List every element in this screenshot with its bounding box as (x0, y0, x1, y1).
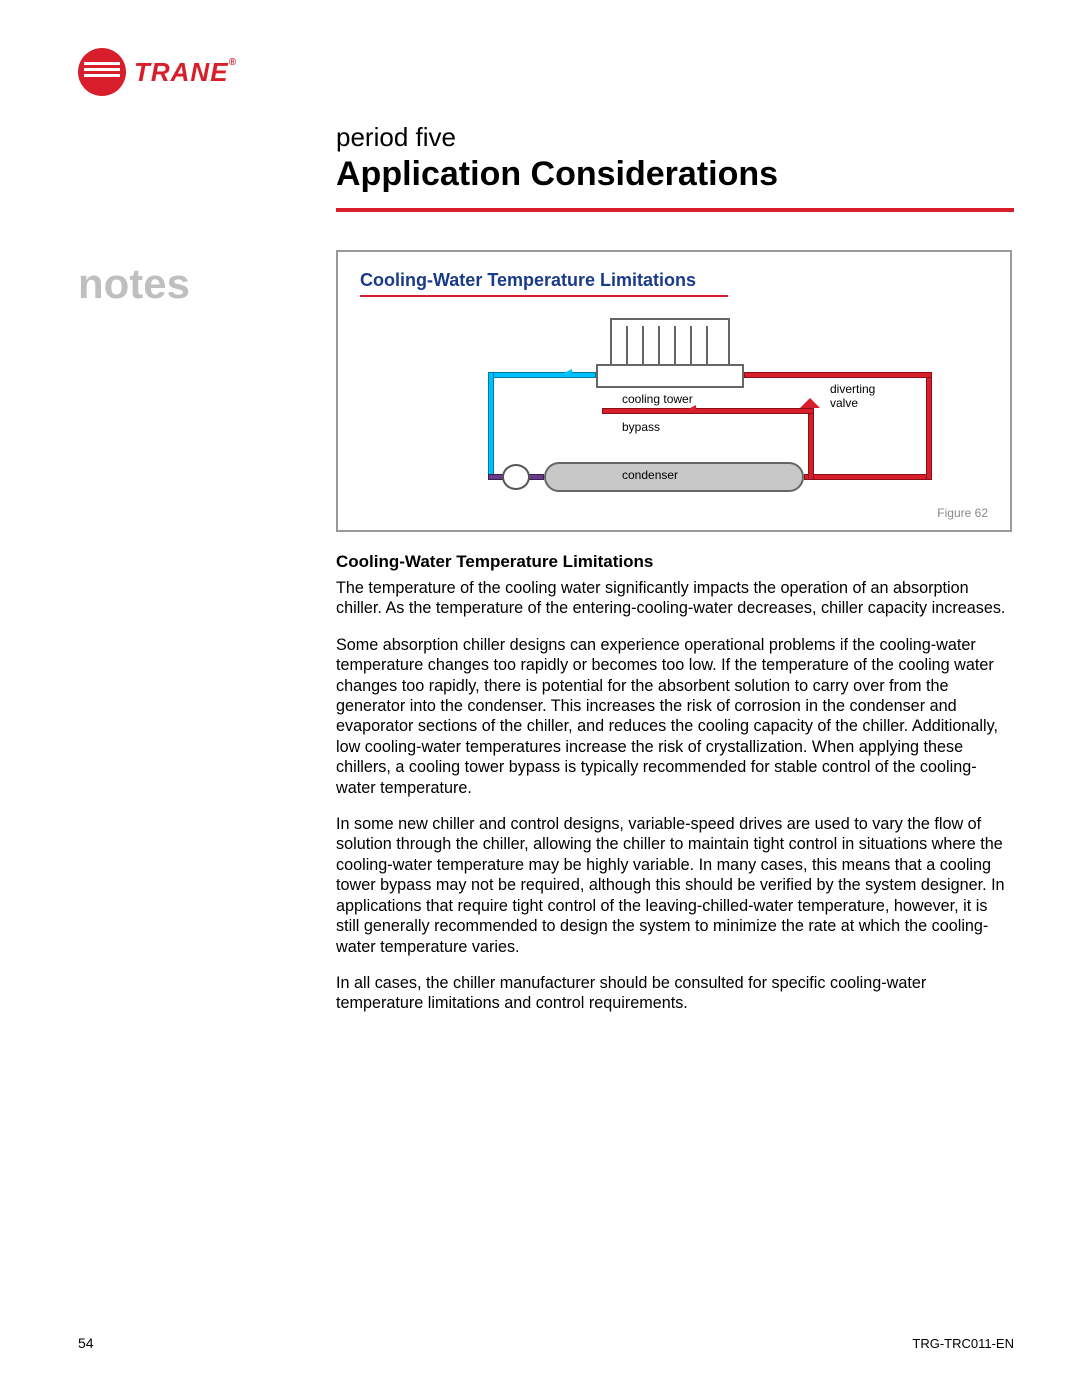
figure-caption: Figure 62 (937, 506, 988, 520)
body-para-3: In some new chiller and control designs,… (336, 814, 1014, 957)
red-bypass-vert (808, 408, 814, 480)
brand-name: TRANE® (134, 57, 237, 88)
brand-name-text: TRANE (134, 57, 229, 87)
logo-mark-icon (78, 48, 126, 96)
cooling-tower-base (596, 364, 744, 388)
body-para-4: In all cases, the chiller manufacturer s… (336, 973, 1014, 1014)
section-heading: Cooling-Water Temperature Limitations (336, 552, 1014, 572)
diverting-label-1: diverting (830, 382, 875, 396)
title-rule (336, 208, 1014, 212)
red-bypass-horiz (602, 408, 814, 414)
brand-logo: TRANE® (78, 48, 237, 96)
registered-icon: ® (229, 57, 237, 68)
main-column: period five Application Considerations C… (336, 122, 1014, 1030)
document-code: TRG-TRC011-EN (912, 1336, 1014, 1351)
red-pipe-bottom (804, 474, 932, 480)
body-para-1: The temperature of the cooling water sig… (336, 578, 1014, 619)
period-label: period five (336, 122, 1014, 153)
page-number: 54 (78, 1335, 94, 1351)
diverting-label-2: valve (830, 396, 858, 410)
body-para-2: Some absorption chiller designs can expe… (336, 635, 1014, 798)
diverting-valve-icon (800, 398, 820, 408)
notes-heading: notes (78, 260, 190, 308)
pump-icon (502, 464, 530, 490)
cooling-tower-icon (610, 318, 730, 368)
figure-underline (360, 295, 728, 297)
red-pipe-right (926, 372, 932, 480)
blue-pipe-down (488, 372, 494, 476)
blue-pipe (488, 372, 596, 378)
red-pipe-top (744, 372, 932, 378)
figure-title: Cooling-Water Temperature Limitations (360, 270, 988, 291)
figure-box: Cooling-Water Temperature Limitations (336, 250, 1012, 532)
cooling-tower-label: cooling tower (622, 392, 693, 406)
bypass-label: bypass (622, 420, 660, 434)
condenser-label: condenser (622, 468, 678, 482)
page-title: Application Considerations (336, 155, 1014, 194)
red-arrow-icon (688, 405, 696, 413)
blue-arrow-icon (564, 369, 572, 377)
cooling-water-diagram: cooling tower diverting valve bypass con… (428, 314, 948, 494)
